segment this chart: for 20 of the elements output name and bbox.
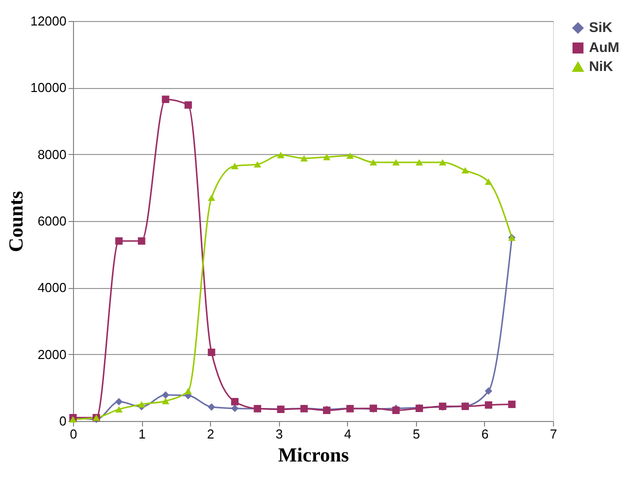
y-tick-label: 8000 (38, 146, 66, 162)
y-axis-title: Counts (5, 190, 28, 252)
x-tick-label: 4 (344, 426, 352, 442)
legend-label: NiK (589, 58, 614, 74)
x-tick-label: 3 (276, 426, 283, 442)
y-tick-label: 4000 (38, 280, 66, 296)
y-tick-label: 10000 (30, 80, 66, 96)
x-tick-label: 7 (550, 426, 558, 442)
x-tick-label: 2 (207, 426, 214, 442)
y-tick-label: 6000 (38, 214, 66, 228)
x-tick-label: 5 (412, 426, 420, 442)
x-tick-label: 1 (138, 426, 146, 442)
legend-label: AuM (589, 39, 620, 55)
y-tick-label: 12000 (30, 14, 66, 28)
y-tick-label: 2000 (38, 346, 66, 362)
y-tick-label: 0 (59, 414, 66, 428)
x-axis-title: Microns (278, 444, 350, 466)
x-tick-label: 0 (70, 426, 78, 442)
legend-label: SiK (589, 19, 612, 35)
x-tick-label: 6 (481, 426, 489, 442)
